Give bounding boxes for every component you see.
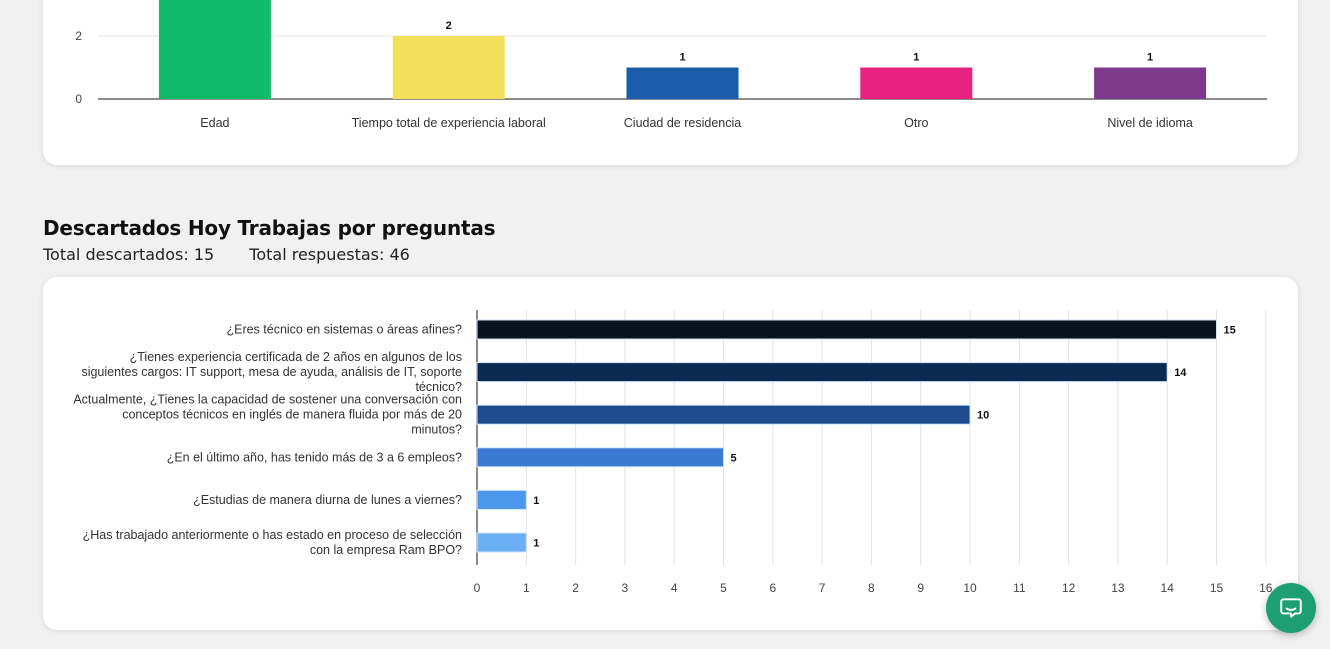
x-category-label: Ciudad de residencia: [624, 116, 741, 130]
bar: [476, 447, 724, 468]
data-label: 15: [1224, 325, 1236, 337]
x-tick-label: 7: [819, 581, 826, 595]
x-tick-label: 13: [1111, 581, 1125, 595]
chat-bubble-icon: [1280, 598, 1302, 618]
data-label: 2: [446, 20, 452, 32]
data-label: 1: [679, 52, 685, 64]
bar: [626, 67, 739, 99]
x-tick-label: 9: [917, 581, 924, 595]
total-discarded: Total descartados: 15: [43, 245, 214, 264]
bar: [476, 532, 527, 553]
y-category-label: Actualmente, ¿Tienes la capacidad de sos…: [73, 393, 462, 437]
bar: [476, 362, 1168, 383]
data-label: 10: [977, 410, 989, 422]
chat-button[interactable]: [1266, 583, 1316, 633]
bar: [860, 67, 973, 99]
x-tick-label: 2: [572, 581, 579, 595]
x-tick-label: 1: [523, 581, 530, 595]
bar: [476, 404, 971, 425]
x-tick-label: 16: [1259, 581, 1273, 595]
y-category-label: ¿En el último año, has tenido más de 3 a…: [167, 450, 462, 464]
total-discarded-label: Total descartados:: [43, 245, 189, 264]
bar: [476, 319, 1217, 340]
y-category-label: ¿Has trabajado anteriormente o has estad…: [83, 528, 462, 557]
y-category-label: ¿Estudias de manera diurna de lunes a vi…: [193, 493, 462, 507]
x-tick-label: 3: [622, 581, 629, 595]
bar: [392, 36, 505, 99]
y-category-label: ¿Tienes experiencia certificada de 2 año…: [81, 350, 462, 394]
data-label: 1: [1147, 52, 1153, 64]
x-tick-label: 8: [868, 581, 875, 595]
data-label: 1: [533, 538, 539, 550]
x-tick-label: 5: [720, 581, 727, 595]
x-tick-label: 4: [671, 581, 678, 595]
x-tick-label: 0: [474, 581, 481, 595]
section-stats: Total descartados: 15 Total respuestas: …: [43, 245, 440, 264]
x-category-label: Tiempo total de experiencia laboral: [352, 116, 546, 130]
discard-reasons-bar-chart: 0 2 Edad 2 Tiempo total de experiencia labor…: [75, 0, 1267, 130]
data-label: 1: [913, 52, 919, 64]
total-responses-label: Total respuestas:: [249, 245, 385, 264]
x-tick-label: 12: [1062, 581, 1076, 595]
x-tick-label: 6: [769, 581, 776, 595]
data-label: 14: [1174, 367, 1187, 379]
section-title: Descartados Hoy Trabajas por preguntas: [43, 216, 496, 240]
total-responses: Total respuestas: 46: [249, 245, 410, 264]
x-tick-label: 10: [963, 581, 977, 595]
x-tick-label: 14: [1161, 581, 1175, 595]
y-category-label: ¿Eres técnico en sistemas o áreas afines…: [226, 323, 462, 337]
x-category-label: Edad: [200, 116, 229, 130]
bar: [158, 0, 271, 99]
y-tick-label: 2: [75, 29, 82, 43]
total-responses-value: 46: [389, 245, 410, 264]
x-category-label: Otro: [904, 116, 928, 130]
x-tick-label: 11: [1013, 581, 1026, 595]
total-discarded-value: 15: [193, 245, 215, 264]
y-tick-label: 0: [75, 92, 82, 106]
x-category-label: Nivel de idioma: [1107, 116, 1193, 130]
bar: [476, 489, 527, 510]
data-label: 5: [731, 452, 737, 464]
data-label: 1: [533, 495, 539, 507]
bar: [1094, 67, 1207, 99]
x-tick-label: 15: [1210, 581, 1224, 595]
